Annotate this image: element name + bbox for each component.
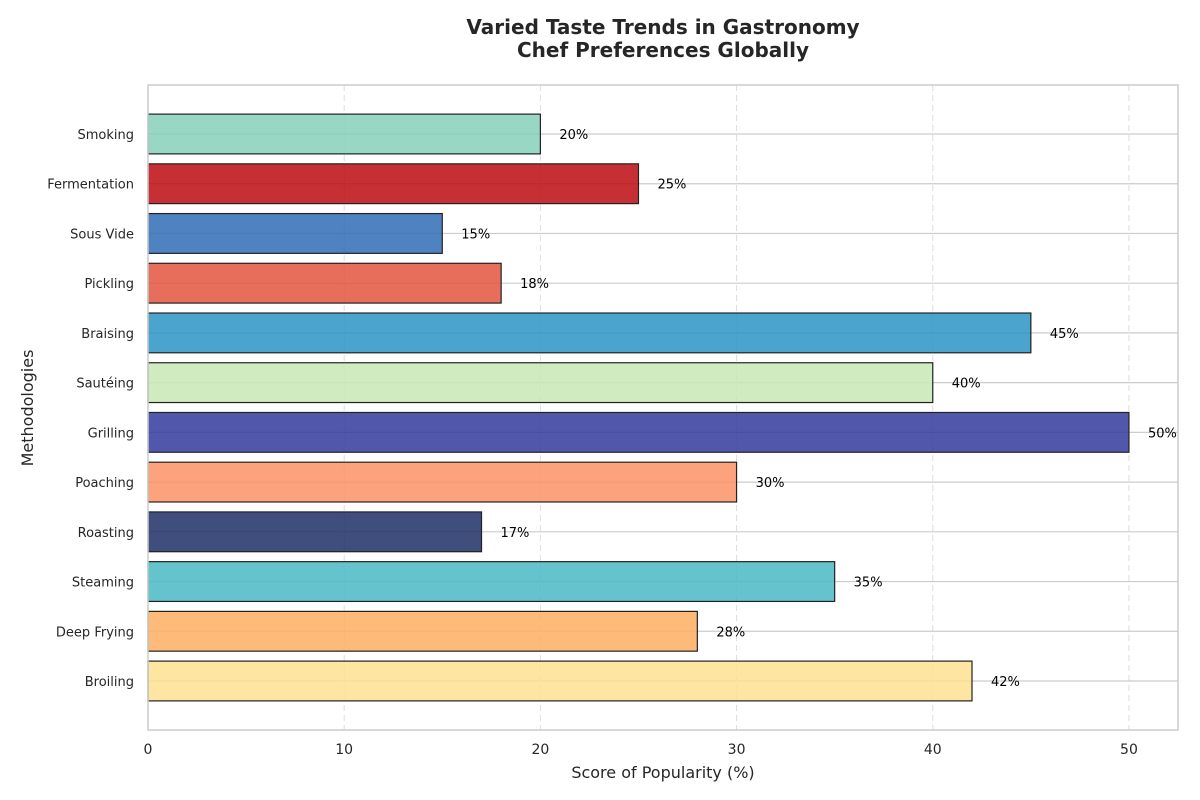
data-label: 35%: [854, 576, 883, 591]
y-tick-label: Poaching: [75, 476, 134, 491]
data-labels: 42% 28% 35% 17% 30% 50% 40% 45% 18% 15% 25% 20%: [461, 128, 1177, 690]
chart-title-line: Chef Preferences Globally: [517, 38, 809, 62]
data-label: 17%: [501, 526, 530, 541]
data-label: 15%: [461, 227, 490, 242]
data-label: 40%: [952, 377, 981, 392]
x-tick-label: 50: [1120, 742, 1138, 758]
data-label: 25%: [657, 178, 686, 193]
y-tick-label: Smoking: [77, 128, 134, 143]
data-label: 20%: [559, 128, 588, 143]
data-label: 42%: [991, 675, 1020, 690]
y-axis-label: Methodologies: [18, 350, 37, 467]
chart-title-line: Varied Taste Trends in Gastronomy: [466, 15, 859, 39]
chart-title: Varied Taste Trends in Gastronomy Chef Pr…: [466, 15, 859, 62]
bar-fermentation: [147, 163, 640, 205]
x-tick-label: 10: [335, 742, 353, 758]
bar-sous-vide: [147, 212, 443, 254]
bars: [147, 113, 1130, 702]
x-tick-label: 0: [144, 742, 153, 758]
bar-grilling: [147, 411, 1130, 453]
bar-broiling: [147, 660, 973, 702]
y-tick-label: Roasting: [78, 526, 134, 541]
data-label: 28%: [716, 625, 745, 640]
tick-labels: 0 10 20 30 40 50 Broiling Deep Frying Steaming Ro…: [47, 128, 1138, 758]
x-tick-label: 40: [924, 742, 942, 758]
bar-roasting: [147, 511, 483, 553]
bar-steaming: [147, 561, 836, 603]
y-tick-label: Sautéing: [76, 377, 134, 392]
bar-saut-ing: [147, 362, 934, 404]
y-tick-label: Grilling: [88, 426, 134, 441]
data-label: 30%: [756, 476, 785, 491]
bar-braising: [147, 312, 1032, 354]
bar-deep-frying: [147, 610, 698, 652]
y-tick-label: Deep Frying: [56, 625, 134, 640]
x-tick-label: 20: [531, 742, 549, 758]
y-tick-label: Braising: [81, 327, 134, 342]
plot-frame: [147, 84, 1179, 731]
y-tick-label: Pickling: [84, 277, 134, 292]
data-label: 50%: [1148, 426, 1177, 441]
y-tick-label: Sous Vide: [70, 227, 134, 242]
y-tick-label: Fermentation: [47, 178, 134, 193]
bar-pickling: [147, 262, 502, 304]
bar-poaching: [147, 461, 738, 503]
data-label: 45%: [1050, 327, 1079, 342]
x-tick-label: 30: [728, 742, 746, 758]
y-tick-label: Broiling: [85, 675, 134, 690]
y-tick-label: Steaming: [72, 576, 134, 591]
x-axis-label: Score of Popularity (%): [571, 763, 754, 782]
bar-smoking: [147, 113, 541, 155]
data-label: 18%: [520, 277, 549, 292]
